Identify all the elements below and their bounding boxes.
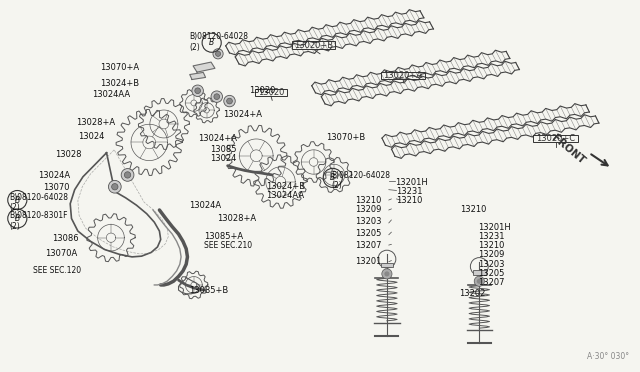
Text: 13210: 13210 [396,196,423,205]
Text: 13202: 13202 [459,289,485,298]
Text: 13085+A: 13085+A [204,232,243,241]
Text: 13203: 13203 [355,217,381,225]
Ellipse shape [227,98,232,104]
Text: 13201H: 13201H [478,223,511,232]
Text: 13085+B: 13085+B [189,286,228,295]
Text: 13020: 13020 [248,86,275,95]
Text: 13024+A: 13024+A [198,134,237,143]
Text: 13207: 13207 [355,241,381,250]
Text: 13209: 13209 [478,250,504,259]
Text: B: B [15,214,20,223]
Ellipse shape [224,95,236,107]
Text: 13024AA: 13024AA [92,90,130,99]
Bar [473,270,486,275]
Text: SEE SEC.120: SEE SEC.120 [33,266,81,275]
Text: 13210: 13210 [355,196,381,205]
Text: 13020+A: 13020+A [383,71,422,80]
Text: B: B [15,196,20,205]
Ellipse shape [213,49,223,59]
Text: 13210: 13210 [460,205,486,215]
Text: A·30° 030°: A·30° 030° [587,352,629,361]
Text: 13070A: 13070A [45,249,77,258]
Ellipse shape [214,94,220,99]
Text: 13020+C: 13020+C [536,134,575,143]
Text: B: B [330,173,335,182]
Text: 13024+B: 13024+B [100,79,140,88]
Text: B)08120-64028
(2): B)08120-64028 (2) [189,32,248,52]
Ellipse shape [195,88,200,94]
Text: 13024AA: 13024AA [266,191,304,200]
Ellipse shape [111,183,118,190]
Text: 13207: 13207 [478,278,504,287]
Text: 13070+A: 13070+A [100,62,140,72]
Text: 13203: 13203 [478,260,504,269]
Text: 13205: 13205 [355,229,381,238]
Text: 13024: 13024 [211,154,237,163]
Text: 13028+A: 13028+A [77,118,116,127]
Text: SEE SEC.210: SEE SEC.210 [204,241,252,250]
Text: 13024A: 13024A [189,201,221,210]
Ellipse shape [121,169,134,181]
Text: 13024+B: 13024+B [266,182,305,191]
Text: 13231: 13231 [396,187,423,196]
Text: B: B [209,38,214,47]
Text: 13070: 13070 [43,183,69,192]
Bar [381,263,394,267]
Ellipse shape [211,91,223,102]
Text: B)08120-64028
(2): B)08120-64028 (2) [332,171,390,190]
Text: 13070+B: 13070+B [326,133,365,142]
Text: 13028: 13028 [56,150,82,159]
Ellipse shape [385,271,390,276]
Text: 13085: 13085 [211,145,237,154]
Text: 13024A: 13024A [38,171,70,180]
Text: 13201H: 13201H [395,178,428,187]
Polygon shape [189,73,205,80]
Ellipse shape [382,269,392,279]
Ellipse shape [124,172,131,178]
Text: B)08120-64028
(2): B)08120-64028 (2) [9,193,68,212]
Ellipse shape [192,85,204,96]
Ellipse shape [474,276,484,286]
Text: 13205: 13205 [478,269,504,278]
Text: 13210: 13210 [478,241,504,250]
Text: 13231: 13231 [478,232,504,241]
Text: 13209: 13209 [355,205,381,215]
Ellipse shape [216,51,221,57]
Ellipse shape [477,279,482,284]
Text: 13028+A: 13028+A [217,214,256,223]
Polygon shape [193,62,215,72]
Bar [255,89,287,96]
Ellipse shape [108,180,121,193]
Text: 13020: 13020 [258,88,284,97]
Text: 13024: 13024 [78,132,104,141]
Text: FRONT: FRONT [550,132,587,166]
Bar [534,135,578,142]
Text: 13020+B: 13020+B [294,41,333,50]
Bar [381,71,424,79]
Text: 13086: 13086 [52,234,79,243]
Text: B)08120-8301F
(2): B)08120-8301F (2) [9,211,68,231]
Text: 13024+A: 13024+A [223,109,262,119]
Bar [292,41,335,49]
Text: 13201: 13201 [355,257,381,266]
